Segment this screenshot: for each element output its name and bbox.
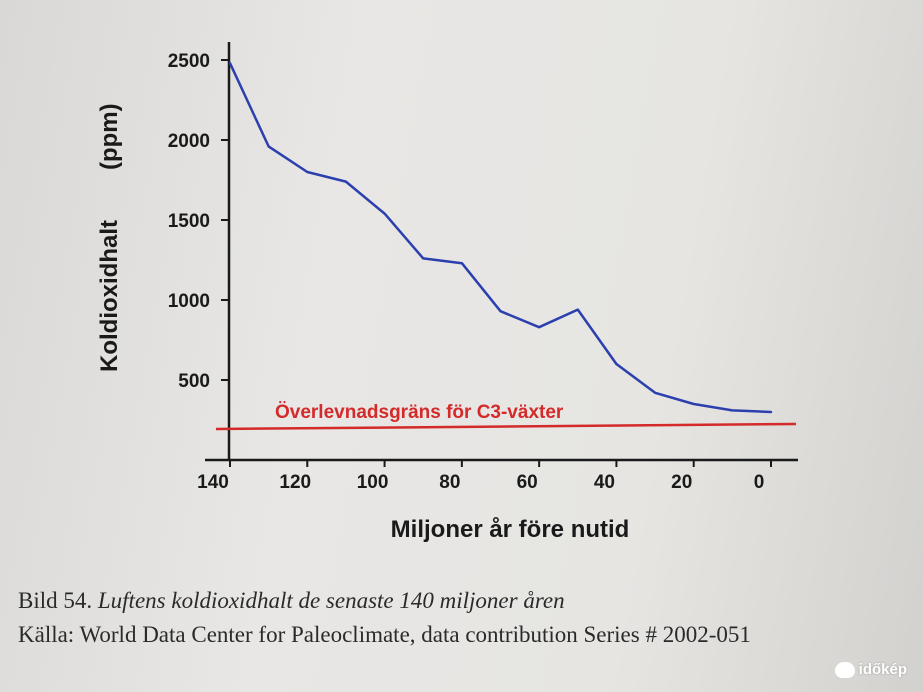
x-tick-label: 20 <box>671 472 692 493</box>
co2-data-point <box>268 145 270 147</box>
x-tick-label: 120 <box>279 472 311 493</box>
threshold-line <box>215 422 797 431</box>
co2-series-line <box>228 61 773 414</box>
x-tick-label: 100 <box>357 472 389 493</box>
x-tick-label: 60 <box>517 472 538 493</box>
co2-data-point <box>499 310 502 312</box>
x-tick-label: 80 <box>439 472 460 493</box>
co2-data-point <box>461 262 463 264</box>
y-tick-label: 500 <box>178 371 210 392</box>
co2-data-point <box>770 411 772 413</box>
co2-data-point <box>345 181 347 183</box>
y-tick-label: 2000 <box>168 131 210 152</box>
x-axis-label: Miljoner år före nutid <box>391 516 630 543</box>
co2-data-point <box>654 392 656 394</box>
co2-data-point <box>731 409 733 411</box>
chart-ticks: 500 1000 1500 2000 2500 140 120 100 80 60 40 20 0 <box>168 51 772 493</box>
threshold-label: Överlevnadsgräns för C3-växter <box>275 402 564 423</box>
figure-source: Källa: World Data Center for Paleoclimat… <box>18 622 751 647</box>
co2-data-point <box>615 363 618 365</box>
co2-data-point <box>229 62 231 64</box>
figure-title: Luftens koldioxidhalt de senaste 140 mil… <box>97 588 565 613</box>
co2-chart: 500 1000 1500 2000 2500 140 120 100 80 60 40 20 0 Öv… <box>96 42 798 543</box>
y-axis-unit: (ppm) <box>96 103 123 170</box>
cloud-icon <box>834 661 855 678</box>
y-tick-label: 1000 <box>168 291 210 312</box>
watermark-text: időkép <box>858 661 907 678</box>
watermark: időkép <box>834 661 907 678</box>
figure-caption: Bild 54. Luftens koldioxidhalt de senast… <box>18 588 565 614</box>
x-tick-label: 40 <box>594 472 615 493</box>
co2-data-point <box>577 309 579 311</box>
y-tick-label: 2500 <box>168 51 210 72</box>
threshold-group: Överlevnadsgräns för C3-växter <box>215 402 797 431</box>
y-axis-label: Koldioxidhalt <box>96 220 123 372</box>
x-tick-label: 140 <box>197 472 229 493</box>
co2-data-point <box>422 257 424 259</box>
figure-number: Bild 54. <box>18 588 93 613</box>
chart-axes <box>205 42 798 462</box>
x-tick-label: 0 <box>754 472 765 493</box>
series-group <box>228 61 773 414</box>
co2-data-point <box>383 213 386 215</box>
y-tick-label: 1500 <box>168 211 210 232</box>
co2-data-point <box>538 326 540 328</box>
co2-data-point <box>693 403 695 405</box>
co2-data-point <box>306 171 308 173</box>
